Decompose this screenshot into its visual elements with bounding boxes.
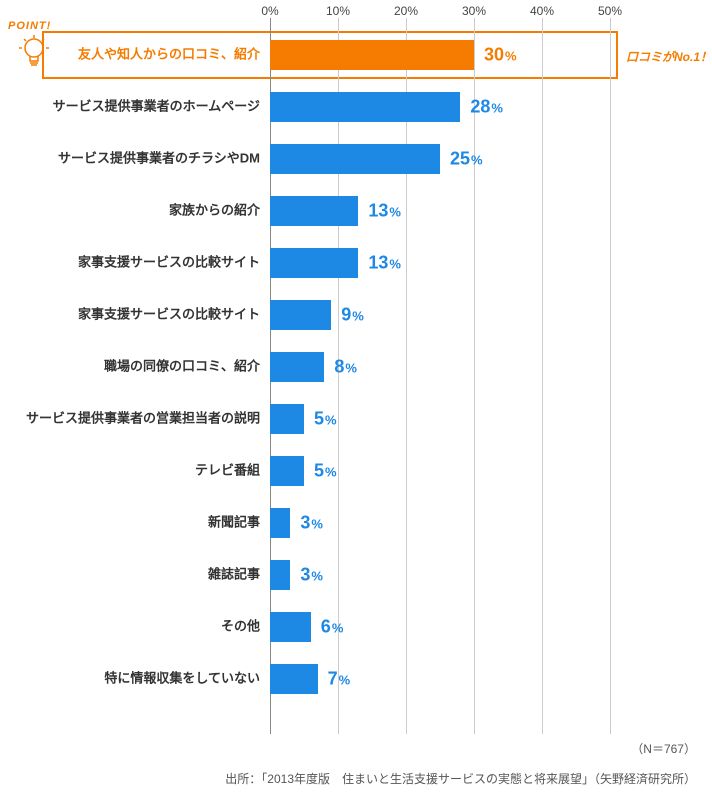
- point-badge-text: POINT!: [8, 20, 51, 32]
- chart-row: 家事支援サービスの比較サイト 9%: [0, 292, 712, 338]
- row-label: サービス提供事業者のチラシやDM: [0, 151, 260, 168]
- x-tick-label: 20%: [394, 4, 418, 18]
- source-citation: 出所：「2013年度版 住まいと生活支援サービスの実態と将来展望」（矢野経済研究…: [225, 770, 696, 787]
- bar: [270, 612, 311, 642]
- bar: [270, 456, 304, 486]
- chart-row: サービス提供事業者の営業担当者の説明 5%: [0, 396, 712, 442]
- chart-row: テレビ番組 5%: [0, 448, 712, 494]
- sample-size-note: （N＝767）: [631, 740, 696, 757]
- bar-value: 30%: [484, 45, 517, 66]
- chart-row: サービス提供事業者のチラシやDM 25%: [0, 136, 712, 182]
- row-label: 家事支援サービスの比較サイト: [0, 307, 260, 324]
- chart-row: 雑誌記事 3%: [0, 552, 712, 598]
- x-tick-label: 50%: [598, 4, 622, 18]
- row-label: テレビ番組: [0, 463, 260, 480]
- bar-value: 13%: [368, 253, 401, 274]
- chart-row: 特に情報収集をしていない 7%: [0, 656, 712, 702]
- x-tick-label: 10%: [326, 4, 350, 18]
- row-label: 家族からの紹介: [0, 203, 260, 220]
- chart-container: POINT! 口コミがNo.1！ 0%10%20%30%40%50% （N＝76…: [0, 0, 712, 795]
- x-tick-label: 0%: [261, 4, 278, 18]
- row-label: 新聞記事: [0, 515, 260, 532]
- bar-value: 9%: [341, 305, 364, 326]
- row-label: 職場の同僚の口コミ、紹介: [0, 359, 260, 376]
- x-tick-label: 40%: [530, 4, 554, 18]
- bar-value: 8%: [334, 357, 357, 378]
- x-tick-label: 30%: [462, 4, 486, 18]
- bar-value: 5%: [314, 461, 337, 482]
- bar-value: 25%: [450, 149, 483, 170]
- bar: [270, 352, 324, 382]
- bar: [270, 248, 358, 278]
- bar-value: 5%: [314, 409, 337, 430]
- chart-row: 家族からの紹介 13%: [0, 188, 712, 234]
- bar-value: 3%: [300, 513, 323, 534]
- row-label: その他: [0, 619, 260, 636]
- row-label: 特に情報収集をしていない: [0, 671, 260, 688]
- chart-row: 新聞記事 3%: [0, 500, 712, 546]
- chart-row: 友人や知人からの口コミ、紹介 30%: [0, 32, 712, 78]
- bar-value: 6%: [321, 617, 344, 638]
- bar: [270, 40, 474, 70]
- chart-row: サービス提供事業者のホームページ 28%: [0, 84, 712, 130]
- row-label: 家事支援サービスの比較サイト: [0, 255, 260, 272]
- bar: [270, 92, 460, 122]
- row-label: サービス提供事業者のホームページ: [0, 99, 260, 116]
- bar: [270, 404, 304, 434]
- bar: [270, 144, 440, 174]
- bar: [270, 300, 331, 330]
- chart-row: その他 6%: [0, 604, 712, 650]
- row-label: サービス提供事業者の営業担当者の説明: [0, 411, 260, 428]
- bar: [270, 196, 358, 226]
- row-label: 雑誌記事: [0, 567, 260, 584]
- bar: [270, 508, 290, 538]
- chart-row: 家事支援サービスの比較サイト 13%: [0, 240, 712, 286]
- row-label: 友人や知人からの口コミ、紹介: [0, 47, 260, 64]
- bar: [270, 664, 318, 694]
- bar: [270, 560, 290, 590]
- bar-value: 28%: [470, 97, 503, 118]
- bar-value: 7%: [328, 669, 351, 690]
- chart-row: 職場の同僚の口コミ、紹介 8%: [0, 344, 712, 390]
- bar-value: 13%: [368, 201, 401, 222]
- bar-value: 3%: [300, 565, 323, 586]
